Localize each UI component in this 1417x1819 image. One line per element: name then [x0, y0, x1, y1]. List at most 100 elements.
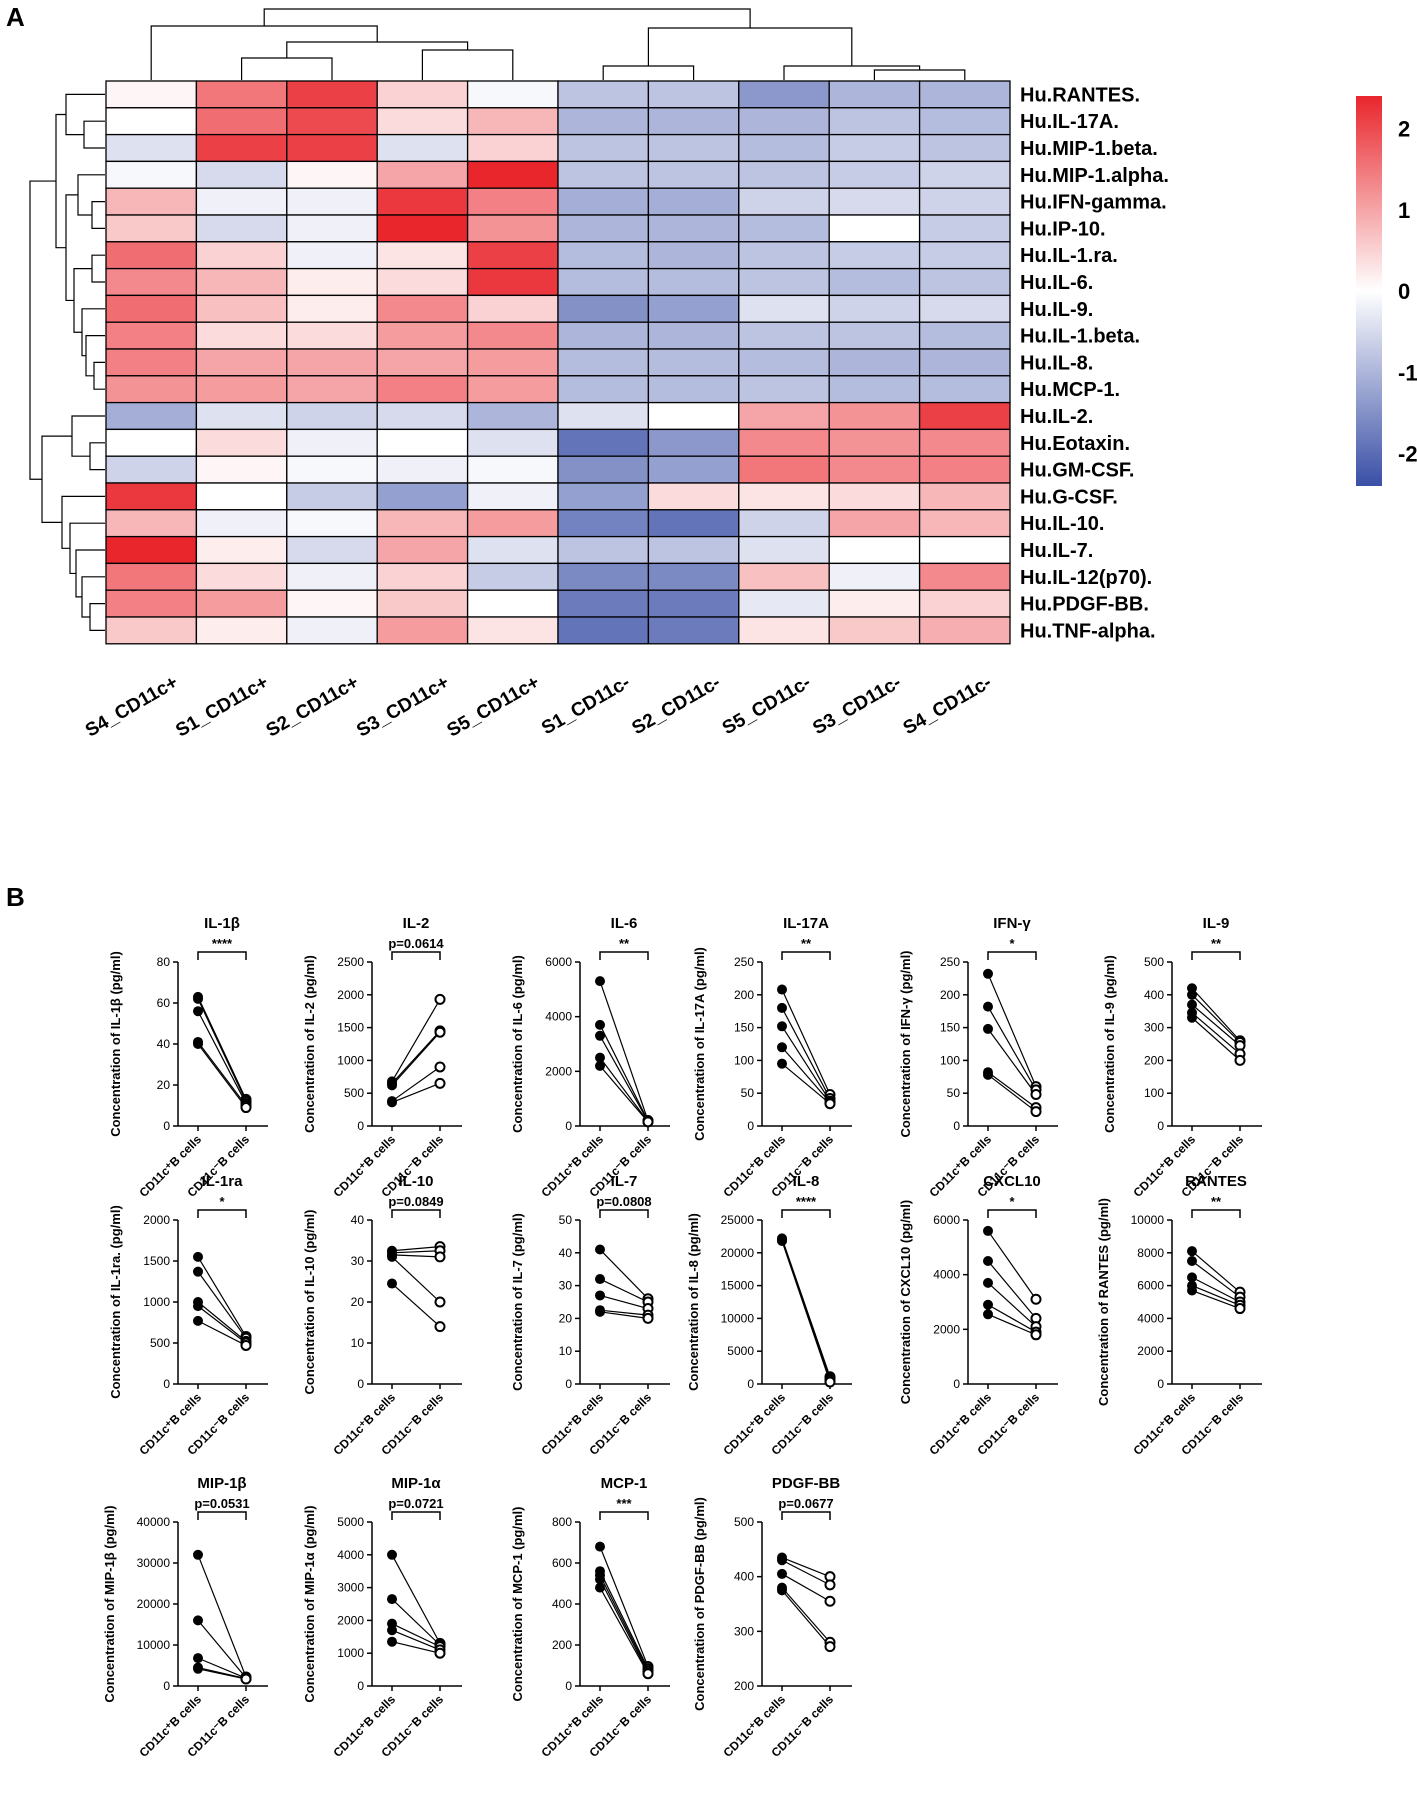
- y-tick-label: 400: [552, 1597, 572, 1611]
- y-tick-label: 20: [559, 1311, 573, 1325]
- heatmap-cell: [376, 348, 469, 377]
- pair-line: [987, 1230, 1037, 1300]
- y-tick-label: 20: [351, 1295, 365, 1309]
- y-tick-label: 40000: [137, 1515, 171, 1529]
- column-dendrogram-link: [150, 25, 378, 80]
- heatmap-cell: [738, 107, 830, 136]
- significance-label: p=0.0677: [778, 1496, 833, 1511]
- color-scale: 2 1 0 -1 -2: [1356, 96, 1417, 486]
- heatmap-cell: [738, 482, 830, 511]
- heatmap-cell: [105, 428, 198, 457]
- heatmap-cell: [647, 535, 740, 565]
- y-axis-label: Concentration of MCP-1 (pg/ml): [510, 1507, 525, 1702]
- heatmap-cell: [105, 133, 198, 163]
- y-tick-label: 4000: [933, 1268, 960, 1282]
- y-tick-label: 2000: [933, 1322, 960, 1336]
- heatmap-cell: [647, 107, 740, 136]
- column-label: S2_CD11c-: [629, 672, 725, 739]
- heatmap-cell: [286, 214, 378, 243]
- heatmap-cell: [557, 321, 650, 350]
- color-scale-tick-label: -2: [1398, 442, 1417, 467]
- y-tick-label: 40: [157, 1037, 171, 1051]
- y-tick-label: 2000: [1137, 1344, 1164, 1358]
- heatmap-cell: [105, 80, 198, 109]
- heatmap-cell: [466, 160, 559, 189]
- cd11c-pos-point: [777, 1555, 787, 1566]
- cd11c-pos-point: [983, 1001, 993, 1012]
- heatmap-cell: [286, 509, 378, 538]
- column-dendrogram-link: [783, 65, 921, 80]
- heatmap-cell: [918, 375, 1011, 404]
- significance-bracket: [197, 1209, 247, 1218]
- heatmap-cell: [195, 616, 288, 645]
- cd11c-pos-point: [777, 1058, 787, 1069]
- y-tick-label: 150: [940, 1021, 960, 1035]
- heatmap-cell: [918, 241, 1011, 270]
- y-tick-label: 300: [734, 1624, 754, 1638]
- dendrograms: [29, 8, 966, 631]
- significance-bracket: [781, 1511, 831, 1520]
- pair-line: [197, 1043, 247, 1108]
- cd11c-pos-point: [595, 1574, 605, 1585]
- pair-line: [391, 1066, 441, 1102]
- cd11c-pos-point: [777, 1568, 787, 1579]
- heatmap-cell: [738, 616, 830, 645]
- cd11c-neg-point: [434, 1296, 446, 1308]
- y-axis-label: Concentration of IL-7 (pg/ml): [510, 1213, 525, 1391]
- heatmap-cell: [376, 455, 469, 484]
- pair-line: [1191, 1017, 1241, 1061]
- y-tick-label: 4000: [337, 1548, 364, 1562]
- row-label: Hu.G-CSF.: [1020, 486, 1118, 508]
- heatmap-cell: [557, 241, 650, 270]
- column-label: S4_CD11c+: [82, 672, 182, 742]
- row-dendrogram-link: [91, 201, 105, 229]
- pair-line: [197, 1256, 247, 1337]
- row-dendrogram-link: [89, 442, 105, 471]
- heatmap-cell: [647, 428, 740, 457]
- cd11c-neg-point: [824, 1579, 836, 1591]
- y-tick-label: 0: [953, 1377, 960, 1391]
- row-label: Hu.IL-1.beta.: [1020, 326, 1140, 348]
- heatmap-cell: [466, 214, 559, 243]
- y-tick-label: 0: [357, 1377, 364, 1391]
- heatmap-cell: [557, 80, 650, 109]
- dot-plot: 0 1000 2000 3000 4000 5000 MIP-1α p=0.0721 Conce…: [302, 1475, 462, 1760]
- cd11c-pos-point: [777, 984, 787, 995]
- cd11c-pos-point: [595, 1060, 605, 1071]
- cd11c-neg-point: [1234, 1054, 1246, 1066]
- heatmap-cell: [828, 160, 921, 189]
- plot-title: CXCL10: [983, 1173, 1041, 1190]
- cd11c-pos-point: [1187, 1256, 1197, 1266]
- pair-line: [1191, 1289, 1241, 1310]
- heatmap-cell: [105, 589, 198, 618]
- pair-line: [599, 1579, 649, 1673]
- cd11c-pos-point: [595, 1052, 605, 1063]
- cd11c-pos-point: [595, 1019, 605, 1030]
- plot-title: IL-8: [793, 1173, 820, 1190]
- heatmap-cell: [918, 107, 1011, 136]
- heatmap-cell: [376, 401, 469, 431]
- heatmap-cell: [105, 482, 198, 511]
- column-dendrogram-link: [602, 65, 695, 80]
- pair-line: [197, 1668, 247, 1680]
- cd11c-pos-point: [983, 1023, 993, 1034]
- heatmap-cell: [376, 214, 469, 243]
- y-tick-label: 0: [1157, 1377, 1164, 1391]
- y-tick-label: 20000: [137, 1597, 171, 1611]
- heatmap-cell: [738, 375, 830, 404]
- pair-line: [987, 1071, 1037, 1109]
- y-tick-label: 10: [559, 1344, 573, 1358]
- column-dendrogram-link: [421, 49, 514, 80]
- heatmap-cell: [195, 267, 288, 297]
- y-tick-label: 40: [559, 1246, 573, 1260]
- heatmap-cell: [466, 107, 559, 136]
- pair-line: [781, 1556, 831, 1578]
- heatmap-cell: [557, 160, 650, 189]
- heatmap-cell: [466, 428, 559, 457]
- pair-line: [391, 999, 441, 1082]
- y-tick-label: 30: [559, 1279, 573, 1293]
- heatmap-cell: [105, 107, 198, 136]
- heatmap-cell: [286, 294, 378, 323]
- y-tick-label: 50: [947, 1086, 961, 1100]
- dot-plot: 0 10 20 30 40 50 IL-7 p=0.0808 Concentration of …: [510, 1173, 670, 1458]
